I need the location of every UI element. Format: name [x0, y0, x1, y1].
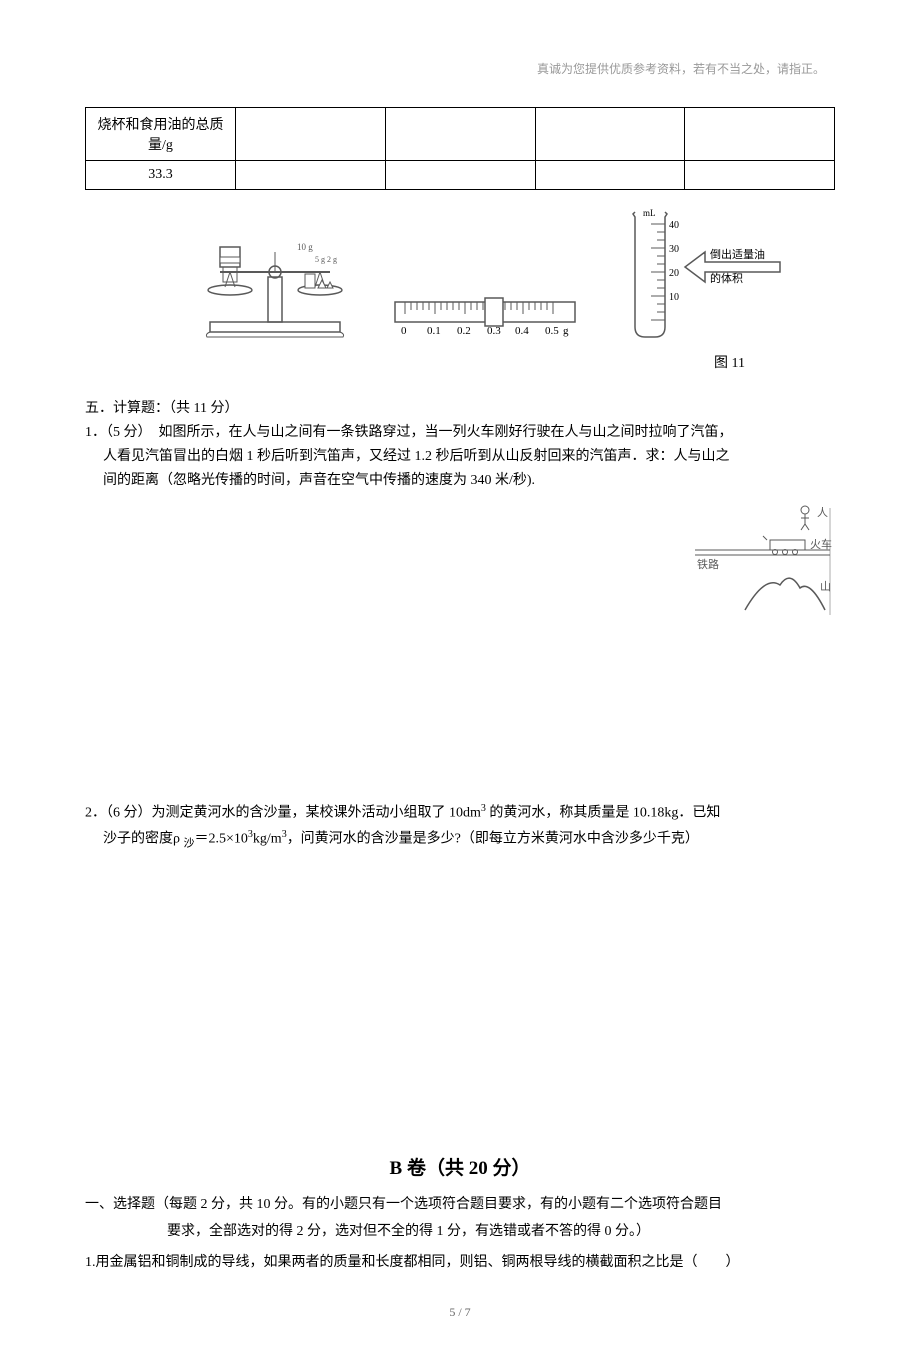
figure-caption: 图 11 — [85, 352, 835, 372]
table-cell-empty — [236, 108, 386, 161]
scale-tick: 0 — [401, 325, 407, 337]
weight-label: 10 g — [297, 242, 313, 252]
problem-1-line2: 人看见汽笛冒出的白烟 1 秒后听到汽笛声，又经过 1.2 秒后听到从山反射回来的… — [85, 445, 835, 469]
cylinder-unit: mL — [643, 208, 656, 218]
diagram-mountain-label: 山 — [820, 580, 831, 593]
scale-unit: g — [563, 325, 569, 337]
scale-tick: 0.5 — [545, 325, 559, 337]
diagram-rail-label: 铁路 — [697, 558, 719, 571]
table-cell-empty — [236, 161, 386, 190]
balance-scale-icon: 10 g 5 g 2 g — [195, 222, 355, 342]
problem-1-line3: 间的距离（忽略光传播的时间，声音在空气中传播的速度为 340 米/秒). — [85, 469, 835, 493]
problem-2-line1: 2．（6 分）为测定黄河水的含沙量，某校课外活动小组取了 10dm3 的黄河水，… — [85, 800, 835, 825]
instructions-line2: 要求，全部选对的得 2 分，选对但不全的得 1 分，有选错或者不答的得 0 分。… — [85, 1219, 835, 1246]
section-5-title: 五．计算题：（共 11 分） — [85, 397, 835, 417]
diagram-person-label: 人 — [817, 506, 828, 519]
table-cell-label: 烧杯和食用油的总质量/g — [86, 108, 236, 161]
scale-tick: 0.1 — [427, 325, 441, 337]
cylinder-tick: 40 — [669, 220, 679, 231]
page-number: 5 / 7 — [85, 1305, 835, 1320]
table-cell-value: 33.3 — [86, 161, 236, 190]
svg-text:倒出适量油: 倒出适量油 — [710, 247, 765, 261]
cylinder-icon: mL 40 30 20 10 倒出适量油 的体积 — [615, 202, 785, 342]
data-table: 烧杯和食用油的总质量/g 33.3 — [85, 107, 835, 190]
instructions-line1: 一、选择题（每题 2 分，共 10 分。有的小题只有一个选项符合题目要求，有的小… — [85, 1192, 835, 1219]
table-row: 烧杯和食用油的总质量/g — [86, 108, 835, 161]
table-cell-empty — [685, 161, 835, 190]
section-b-instructions: 一、选择题（每题 2 分，共 10 分。有的小题只有一个选项符合题目要求，有的小… — [85, 1192, 835, 1245]
header-note: 真诚为您提供优质参考资料，若有不当之处，请指正。 — [85, 60, 835, 77]
scale-tick: 0.4 — [515, 325, 529, 337]
section-b-title: B 卷（共 20 分） — [85, 1153, 835, 1180]
problem-2: 2．（6 分）为测定黄河水的含沙量，某校课外活动小组取了 10dm3 的黄河水，… — [85, 800, 835, 853]
figure-row: 10 g 5 g 2 g 0 0.1 0.2 0.3 0.4 0.5 g — [145, 202, 835, 342]
svg-text:的体积: 的体积 — [710, 271, 743, 285]
table-cell-empty — [685, 108, 835, 161]
table-cell-empty — [535, 108, 685, 161]
problem-1: 1．（5 分） 如图所示，在人与山之间有一条铁路穿过，当一列火车刚好行驶在人与山… — [85, 421, 835, 492]
section-b-q1: 1.用金属铝和铜制成的导线，如果两者的质量和长度都相同，则铝、铜两根导线的横截面… — [85, 1251, 835, 1275]
table-cell-empty — [385, 161, 535, 190]
cylinder-tick: 10 — [669, 292, 679, 303]
weight-label-small: 5 g 2 g — [315, 255, 337, 264]
cylinder-tick: 30 — [669, 244, 679, 255]
problem-1-line1: 1．（5 分） 如图所示，在人与山之间有一条铁路穿过，当一列火车刚好行驶在人与山… — [85, 421, 835, 445]
scale-tick: 0.3 — [487, 325, 501, 337]
scale-tick: 0.2 — [457, 325, 471, 337]
problem-2-line2: 沙子的密度ρ 沙＝2.5×103kg/m3，问黄河水的含沙量是多少?（即每立方米… — [85, 826, 835, 853]
problem-1-diagram: 人 火车 铁路 山 — [85, 500, 835, 620]
diagram-train-label: 火车 — [810, 537, 832, 551]
table-cell-empty — [535, 161, 685, 190]
ruler-scale-icon: 0 0.1 0.2 0.3 0.4 0.5 g — [385, 282, 585, 342]
cylinder-tick: 20 — [669, 268, 679, 279]
table-cell-empty — [385, 108, 535, 161]
table-row: 33.3 — [86, 161, 835, 190]
